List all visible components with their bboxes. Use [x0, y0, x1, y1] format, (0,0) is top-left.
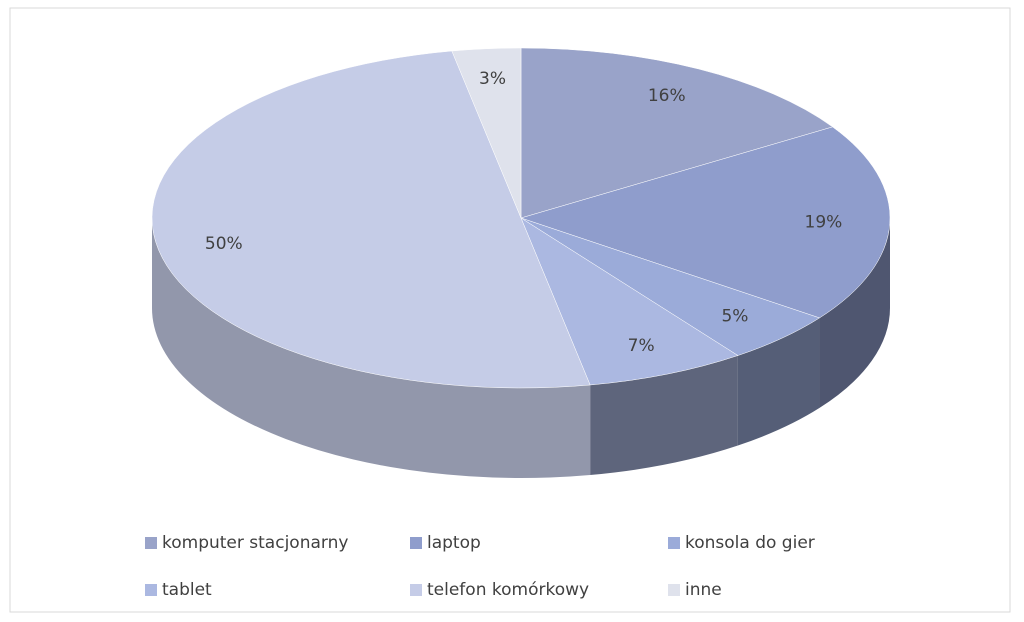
legend-label: telefon komórkowy	[427, 580, 589, 600]
pie-slice	[520, 126, 891, 319]
legend-label: laptop	[427, 533, 481, 553]
data-labels: 16% 19% 5% 7% 50% 3%	[205, 69, 842, 356]
legend: komputer stacjonarny laptop konsola do gie…	[145, 533, 815, 600]
legend-label: inne	[685, 580, 722, 600]
pie-slice	[520, 47, 834, 219]
pie-side	[819, 218, 890, 408]
pie-tops	[151, 47, 891, 389]
legend-swatch	[410, 584, 422, 596]
legend-label: tablet	[162, 580, 212, 600]
data-label: 3%	[479, 69, 506, 89]
legend-label: komputer stacjonarny	[162, 533, 348, 553]
pie-side	[737, 317, 820, 446]
data-label: 16%	[648, 86, 686, 106]
data-label: 7%	[628, 336, 655, 356]
legend-swatch	[145, 584, 157, 596]
pie-side	[590, 355, 738, 475]
pie-slice	[451, 47, 522, 219]
legend-swatch	[668, 584, 680, 596]
data-label: 5%	[721, 307, 748, 327]
legend-swatch	[668, 537, 680, 549]
pie-sides	[152, 218, 890, 478]
legend-swatch	[410, 537, 422, 549]
pie-side	[152, 218, 591, 478]
pie-slice	[151, 50, 591, 389]
pie-slice	[520, 217, 739, 386]
legend-label: konsola do gier	[685, 533, 815, 553]
data-label: 19%	[805, 212, 843, 232]
data-label: 50%	[205, 234, 243, 254]
legend-swatch	[145, 537, 157, 549]
